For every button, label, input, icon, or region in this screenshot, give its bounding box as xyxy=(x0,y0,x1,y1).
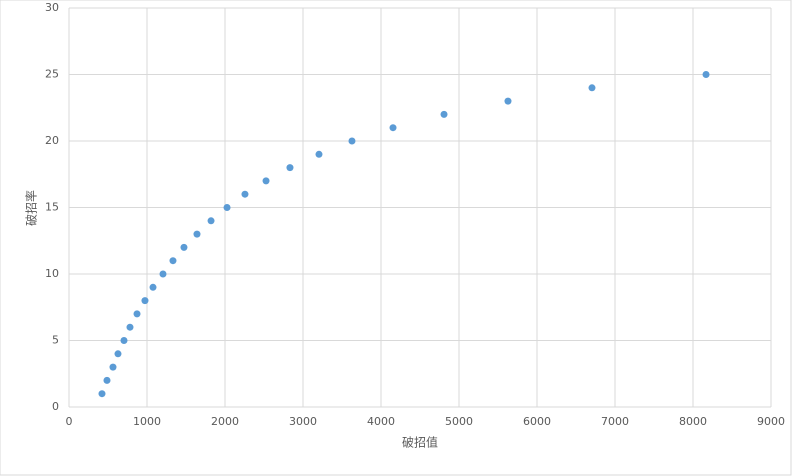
x-tick-label: 3000 xyxy=(289,415,317,428)
point xyxy=(262,177,270,185)
y-tick-label: 15 xyxy=(45,201,59,214)
point xyxy=(98,390,106,398)
point xyxy=(286,164,294,172)
point xyxy=(207,217,215,225)
y-tick-label: 5 xyxy=(52,334,59,347)
y-tick-label: 30 xyxy=(45,1,59,14)
point xyxy=(223,204,231,211)
x-tick-label: 5000 xyxy=(445,415,473,428)
point xyxy=(348,137,356,145)
y-tick-label: 20 xyxy=(45,134,59,147)
x-tick-label: 9000 xyxy=(757,415,785,428)
x-tick-label: 2000 xyxy=(211,415,239,428)
x-tick-label: 4000 xyxy=(367,415,395,428)
point xyxy=(114,350,122,358)
point xyxy=(193,230,201,238)
point xyxy=(126,323,134,331)
point xyxy=(149,283,157,291)
point xyxy=(389,124,397,132)
x-tick-label: 6000 xyxy=(523,415,551,428)
y-tick-label: 10 xyxy=(45,267,59,280)
point xyxy=(702,71,710,78)
y-tick-label: 0 xyxy=(52,400,59,413)
point xyxy=(109,363,117,371)
point xyxy=(103,376,111,384)
point xyxy=(159,270,167,278)
x-tick-label: 7000 xyxy=(601,415,629,428)
y-axis-title: 破招率 xyxy=(24,190,39,226)
point xyxy=(180,243,188,251)
point xyxy=(241,190,249,198)
point xyxy=(133,310,141,318)
x-tick-label: 0 xyxy=(66,415,73,428)
point xyxy=(120,337,128,344)
y-tick-label: 25 xyxy=(45,68,59,81)
point xyxy=(315,150,323,158)
point xyxy=(588,84,596,92)
point xyxy=(440,110,448,118)
point xyxy=(169,257,177,265)
point xyxy=(504,97,512,105)
x-tick-label: 8000 xyxy=(679,415,707,428)
x-tick-label: 1000 xyxy=(133,415,161,428)
point xyxy=(141,297,149,305)
x-axis-title: 破招值 xyxy=(402,435,438,450)
